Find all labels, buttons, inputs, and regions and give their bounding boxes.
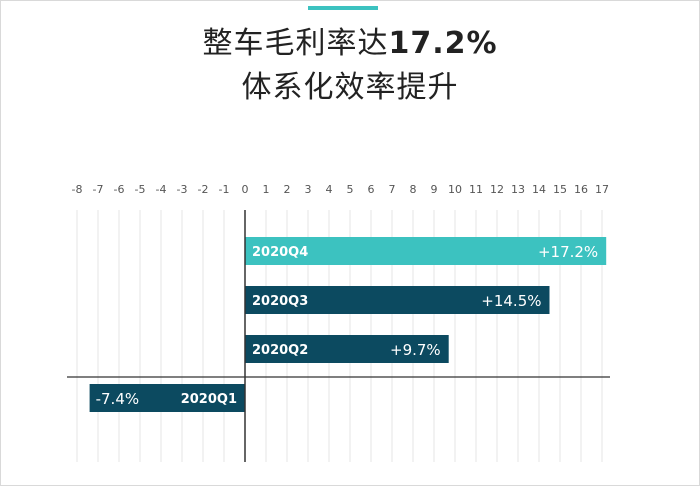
tick-label: -7 bbox=[93, 183, 104, 196]
category-label: 2020Q1 bbox=[181, 392, 237, 407]
tick-label: 1 bbox=[263, 183, 270, 196]
accent-bar bbox=[308, 6, 378, 10]
value-label: +14.5% bbox=[481, 292, 541, 310]
tick-label: 5 bbox=[347, 183, 354, 196]
tick-label: 9 bbox=[431, 183, 438, 196]
bar-2020q1 bbox=[89, 384, 245, 412]
category-label: 2020Q2 bbox=[252, 343, 308, 358]
tick-label: -3 bbox=[177, 183, 188, 196]
title-line-2: 体系化效率提升 bbox=[241, 70, 459, 105]
category-label: 2020Q4 bbox=[252, 245, 308, 260]
bar-2020q3 bbox=[245, 286, 550, 314]
tick-label: 10 bbox=[448, 183, 462, 196]
tick-label: 13 bbox=[511, 183, 525, 196]
tick-label: -8 bbox=[72, 183, 83, 196]
title-text: 整车毛利率达 bbox=[202, 26, 389, 61]
title-value: 17.2% bbox=[388, 26, 498, 61]
tick-label: -5 bbox=[135, 183, 146, 196]
value-label: +9.7% bbox=[390, 341, 441, 359]
tick-label: 14 bbox=[532, 183, 546, 196]
bar-2020q4 bbox=[245, 237, 607, 265]
tick-label: 6 bbox=[368, 183, 375, 196]
tick-label: 3 bbox=[305, 183, 312, 196]
tick-label: 11 bbox=[469, 183, 483, 196]
tick-label: 17 bbox=[595, 183, 609, 196]
tick-label: 4 bbox=[326, 183, 333, 196]
bar-2020q2 bbox=[245, 335, 449, 363]
tick-label: 12 bbox=[490, 183, 504, 196]
value-label: -7.4% bbox=[96, 390, 140, 408]
axis-layer bbox=[67, 210, 610, 462]
tick-label: -2 bbox=[198, 183, 209, 196]
tick-layer: -8 -7 -6 -5 -4 -3 -2 -1 0 1 2 3 4 5 6 7 8 9 10 11 12 13 14 15 16… bbox=[72, 183, 609, 196]
tick-label: 8 bbox=[410, 183, 417, 196]
title-line-1: 整车毛利率达17.2% bbox=[0, 26, 700, 62]
bar-layer: 2020Q4 +17.2% 2020Q3 +14.5% 2020Q2 +9.7% 2020Q… bbox=[89, 237, 607, 412]
tick-label: 16 bbox=[574, 183, 588, 196]
tick-label: 0 bbox=[242, 183, 249, 196]
tick-label: 7 bbox=[389, 183, 396, 196]
tick-label: 2 bbox=[284, 183, 291, 196]
category-label: 2020Q3 bbox=[252, 294, 308, 309]
tick-label: 15 bbox=[553, 183, 567, 196]
value-label: +17.2% bbox=[538, 243, 598, 261]
tick-label: -6 bbox=[114, 183, 125, 196]
tick-label: -1 bbox=[219, 183, 230, 196]
tick-label: -4 bbox=[156, 183, 167, 196]
